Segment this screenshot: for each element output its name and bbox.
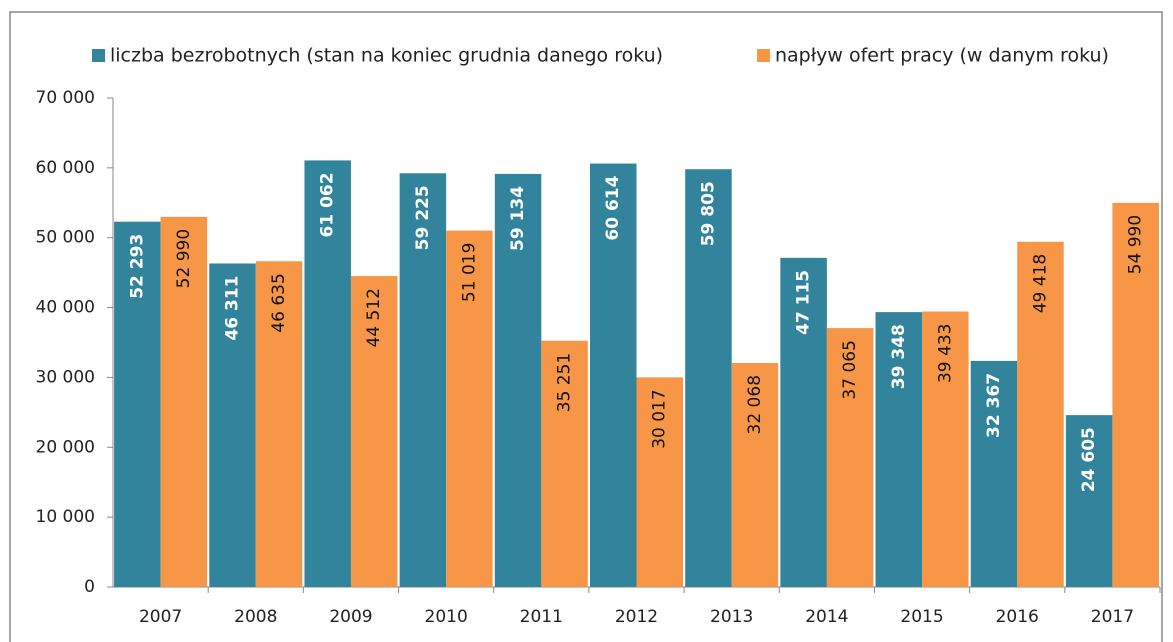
bar — [160, 216, 208, 587]
bar — [494, 173, 542, 587]
legend-swatch — [92, 49, 105, 62]
y-tick-label: 40 000 — [36, 298, 95, 318]
x-tick-label: 2015 — [900, 607, 943, 627]
value-label: 47 115 — [794, 270, 814, 335]
value-label: 61 062 — [318, 172, 338, 237]
bar — [1112, 202, 1159, 587]
x-tick-label: 2017 — [1091, 607, 1134, 627]
y-tick-label: 50 000 — [36, 228, 95, 248]
bar — [304, 160, 351, 588]
bar — [1017, 241, 1064, 587]
y-tick-label: 30 000 — [36, 367, 95, 387]
value-label: 39 348 — [889, 324, 909, 389]
value-label: 49 418 — [1030, 254, 1050, 313]
value-label: 24 605 — [1079, 427, 1099, 492]
x-tick-label: 2011 — [520, 607, 563, 627]
value-label: 30 017 — [650, 389, 670, 448]
bar — [350, 276, 398, 587]
value-label: 59 134 — [508, 186, 528, 251]
x-tick-label: 2014 — [805, 607, 848, 627]
bar — [399, 173, 447, 588]
value-label: 44 512 — [364, 288, 384, 347]
legend-label: liczba bezrobotnych (stan na koniec grud… — [110, 45, 663, 67]
value-label: 52 990 — [174, 229, 194, 288]
value-label: 35 251 — [555, 353, 575, 412]
bar — [209, 263, 256, 587]
bar — [922, 311, 969, 587]
y-tick-label: 70 000 — [36, 88, 95, 108]
x-tick-label: 2008 — [234, 607, 277, 627]
x-tick-label: 2009 — [329, 607, 372, 627]
bar — [875, 312, 923, 587]
value-label: 46 635 — [269, 273, 289, 332]
value-label: 32 068 — [745, 375, 765, 434]
value-label: 52 293 — [127, 234, 147, 299]
bar — [541, 340, 588, 587]
bar — [590, 163, 637, 587]
bar — [114, 221, 161, 587]
value-label: 32 367 — [984, 373, 1004, 438]
x-tick-label: 2007 — [139, 607, 182, 627]
bar — [255, 261, 303, 587]
x-tick-label: 2013 — [710, 607, 753, 627]
bar — [731, 362, 779, 587]
y-tick-label: 10 000 — [36, 507, 95, 527]
y-tick-label: 0 — [84, 577, 95, 597]
value-label: 59 225 — [413, 185, 433, 250]
x-tick-label: 2010 — [425, 607, 468, 627]
bar — [446, 230, 493, 588]
value-label: 39 433 — [935, 324, 955, 383]
y-tick-label: 60 000 — [36, 158, 95, 178]
value-label: 37 065 — [840, 340, 860, 399]
x-tick-label: 2016 — [996, 607, 1039, 627]
x-tick-label: 2012 — [615, 607, 658, 627]
legend-label: napływ ofert pracy (w danym roku) — [775, 45, 1109, 67]
value-label: 46 311 — [223, 275, 243, 340]
bar — [826, 328, 874, 587]
bar — [780, 257, 827, 587]
bar — [685, 169, 732, 587]
y-tick-label: 20 000 — [36, 437, 95, 457]
value-label: 51 019 — [459, 243, 479, 302]
bar — [636, 377, 683, 587]
bar — [1065, 415, 1113, 587]
value-label: 59 805 — [698, 181, 718, 246]
value-label: 60 614 — [603, 175, 623, 240]
bar — [970, 360, 1018, 587]
legend-swatch — [757, 49, 770, 62]
value-label: 54 990 — [1126, 215, 1146, 274]
